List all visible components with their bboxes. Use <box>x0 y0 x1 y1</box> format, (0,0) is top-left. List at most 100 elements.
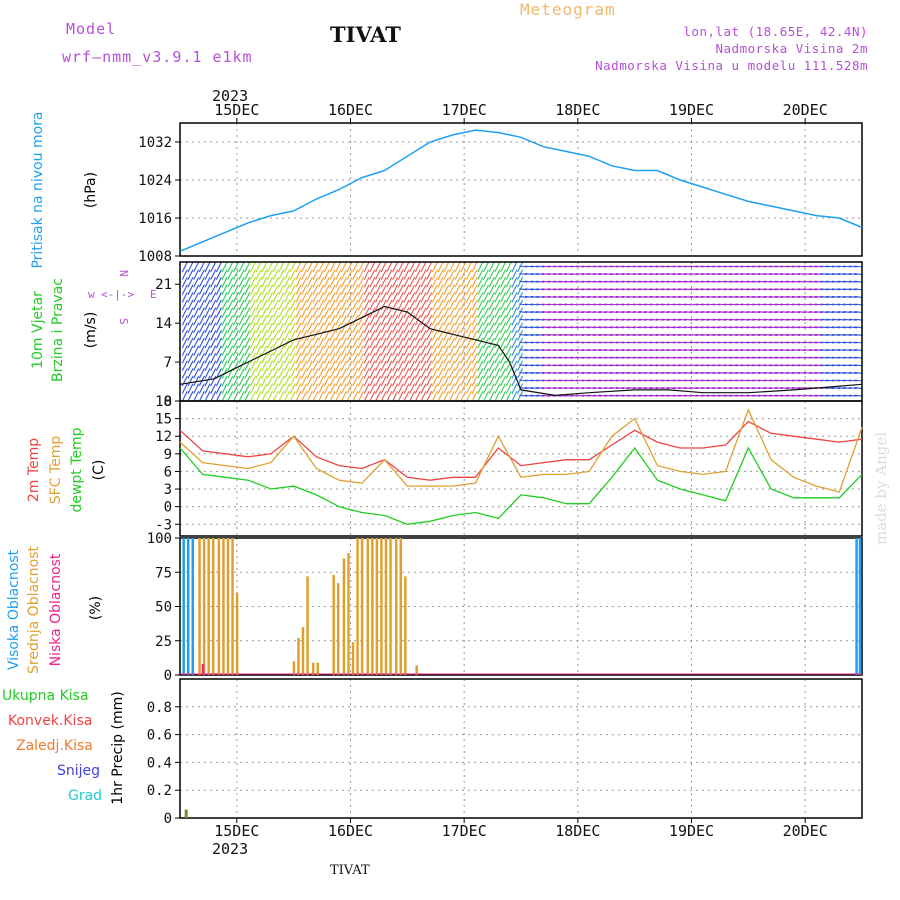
wind-barb <box>397 261 404 273</box>
dewpoint-line <box>179 446 863 525</box>
wind-barb <box>306 276 313 288</box>
wind-barb <box>284 261 291 273</box>
wind-barb <box>227 337 234 349</box>
wind-barb <box>494 284 501 296</box>
wind-barb <box>570 333 579 336</box>
wind-barb <box>627 364 636 367</box>
wind-barb <box>198 269 205 280</box>
wind-barb <box>471 292 478 303</box>
wind-barb <box>706 387 715 390</box>
wind-barb <box>536 280 545 283</box>
wind-barb <box>780 394 789 397</box>
wind-barb <box>443 337 450 349</box>
wind-barb <box>723 318 732 321</box>
wind-barb <box>488 292 495 303</box>
wind-barb <box>187 269 194 280</box>
year-label-top: 2023 <box>212 87 248 105</box>
wind-barb <box>346 314 353 326</box>
wind-barb <box>831 280 840 283</box>
wind-barb <box>621 288 630 291</box>
wind-barb <box>757 295 767 298</box>
wind-barb <box>814 341 823 344</box>
wind-barb <box>369 390 376 402</box>
wind-barb <box>210 330 217 341</box>
wind-barb <box>363 299 370 311</box>
wind-barb <box>227 352 234 364</box>
wind-barb <box>814 280 823 283</box>
mid-cloud-bar <box>394 538 398 675</box>
wind-barb <box>740 326 749 329</box>
wind-barb <box>261 322 268 334</box>
wind-barb <box>587 387 596 390</box>
wind-barb <box>797 341 806 344</box>
wind-barb <box>627 326 636 329</box>
wind-barb <box>735 349 744 352</box>
precip-legend-item: Zaledj.Kisa <box>16 738 93 754</box>
wind-barb <box>488 307 495 318</box>
wind-barb <box>409 322 416 334</box>
wind-barb <box>249 352 256 364</box>
wind-barb <box>357 261 364 273</box>
wind-barb <box>757 379 767 382</box>
mid-cloud-bar <box>347 553 350 675</box>
wind-barb <box>826 288 835 291</box>
wind-barb <box>615 356 624 359</box>
wind-barb <box>255 383 262 394</box>
wind-barb <box>340 383 347 394</box>
wind-barb <box>210 284 217 296</box>
wind-barb <box>409 284 416 296</box>
wind-barb <box>740 303 749 306</box>
wind-barb <box>604 303 613 306</box>
wind-barb <box>289 292 296 303</box>
wind-barb <box>541 303 551 306</box>
wind-barb <box>210 322 217 334</box>
wind-barb <box>564 379 573 382</box>
wind-barb <box>465 269 472 280</box>
wind-legend-arrow: <-|-> <box>101 288 134 301</box>
wind-barb <box>655 265 664 268</box>
wind-barb <box>553 379 562 382</box>
wind-barb <box>517 299 524 311</box>
wind-barb <box>632 273 642 276</box>
wind-barb <box>598 318 607 321</box>
wind-barb <box>409 269 416 280</box>
wind-barb <box>221 261 228 273</box>
wind-barb <box>661 394 670 397</box>
wind-barb <box>848 394 857 397</box>
wind-barb <box>397 337 404 349</box>
wind-barb <box>809 303 818 306</box>
wind-barb <box>267 307 274 318</box>
wind-barb <box>593 394 602 397</box>
wind-barb <box>221 390 228 402</box>
wind-barb <box>587 326 596 329</box>
wind-barb <box>267 360 274 372</box>
wind-barb <box>403 299 410 311</box>
wind-barb <box>627 333 636 336</box>
wind-barb <box>632 311 642 314</box>
wind-barb <box>735 371 744 374</box>
wind-barb <box>244 383 251 394</box>
wind-barb <box>187 314 194 326</box>
wind-barb <box>524 273 534 276</box>
wind-barb <box>803 379 812 382</box>
wind-barb <box>335 299 342 311</box>
wind-barb <box>831 311 840 314</box>
wind-barb <box>723 326 732 329</box>
wind-barb <box>340 352 347 364</box>
wind-barb <box>570 311 579 314</box>
wind-barb <box>820 394 829 397</box>
wind-barb <box>735 379 744 382</box>
wind-barb <box>524 394 534 397</box>
mid-cloud-bar <box>351 642 355 675</box>
wind-barb <box>448 284 455 296</box>
wind-barb <box>655 364 664 367</box>
wind-barb <box>187 292 194 303</box>
footer-station: TIVAT <box>330 863 370 878</box>
wind-barb <box>295 314 302 326</box>
wind-barb <box>357 337 364 349</box>
wind-barb <box>621 379 630 382</box>
wind-barb <box>541 356 551 359</box>
wind-barb <box>684 379 693 382</box>
wind-barb <box>477 276 484 288</box>
